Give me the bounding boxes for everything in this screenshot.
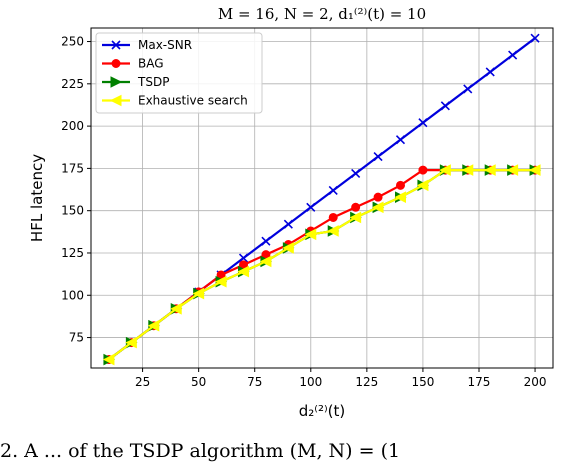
legend-item: Max-SNR [102, 38, 192, 52]
data-point [282, 242, 294, 254]
legend-item: BAG [102, 57, 164, 71]
legend-marker [110, 76, 123, 88]
legend-label: Max-SNR [138, 38, 192, 52]
data-point [373, 192, 383, 202]
legend-label: TSDP [137, 75, 169, 89]
y-tick-label: 125 [61, 246, 84, 260]
x-tick-label: 50 [191, 375, 206, 389]
data-point [327, 225, 339, 237]
y-tick-label: 200 [61, 119, 84, 133]
legend-label: Exhaustive search [138, 94, 248, 108]
x-tick-label: 125 [355, 375, 378, 389]
y-tick-label: 250 [61, 35, 84, 49]
data-point [102, 353, 115, 366]
data-point [530, 33, 540, 43]
y-tick-label: 175 [61, 161, 84, 175]
data-point [371, 201, 384, 214]
data-point [214, 275, 227, 288]
ticks: 25 50 75 100 125 150 175 200 75 100 125 150 175 200 22… [61, 35, 546, 389]
data-point [418, 118, 428, 128]
data-point [461, 164, 474, 176]
data-point [125, 336, 137, 349]
legend-marker [111, 40, 121, 50]
grid [91, 28, 553, 368]
data-point [416, 179, 429, 192]
data-point [351, 168, 361, 179]
y-tick-label: 150 [61, 204, 84, 218]
data-point [351, 202, 361, 212]
data-point [373, 151, 383, 162]
legend-item: TSDP [102, 75, 169, 89]
chart-title: M = 16, N = 2, d₁⁽²⁾(t) = 10 [218, 5, 426, 23]
data-point [506, 164, 519, 176]
legend-label: BAG [138, 57, 164, 71]
data-point [395, 135, 406, 145]
series-1 [104, 165, 540, 365]
data-point [170, 302, 182, 315]
series-3 [102, 164, 541, 366]
figure-caption: 2. A ... of the TSDP algorithm (M, N) = … [0, 440, 401, 462]
x-tick-label: 175 [468, 375, 491, 389]
x-tick-label: 100 [299, 375, 322, 389]
legend-box [95, 32, 263, 114]
data-point [328, 185, 338, 195]
legend: Max-SNR BAG TSDP Exhaustive search [95, 32, 263, 114]
data-point [306, 202, 316, 212]
legend-item: Exhaustive search [102, 94, 248, 108]
legend-marker [111, 59, 121, 68]
x-tick-label: 75 [247, 375, 262, 389]
data-point [508, 50, 518, 60]
data-point [238, 253, 249, 263]
plot-frame [90, 27, 554, 369]
x-tick-label: 200 [524, 375, 547, 389]
x-tick-label: 25 [135, 375, 150, 389]
data-point [463, 84, 473, 94]
y-tick-label: 100 [61, 288, 84, 302]
x-tick-label: 150 [411, 375, 434, 389]
y-tick-label: 75 [69, 331, 84, 345]
data-point [259, 255, 272, 268]
data-point [237, 265, 250, 278]
data-point [261, 236, 271, 246]
series-layer [102, 33, 542, 366]
chart: 25 50 75 100 125 150 175 200 75 100 125 150 175 200 22… [28, 5, 554, 420]
y-tick-label: 225 [61, 77, 84, 91]
data-point [304, 228, 317, 241]
y-axis-label: HFL latency [28, 154, 46, 242]
data-point [439, 164, 451, 176]
data-point [484, 164, 496, 176]
data-point [440, 101, 450, 111]
data-point [394, 191, 406, 203]
data-point [528, 164, 541, 176]
legend-marker [109, 94, 122, 107]
data-point [349, 211, 362, 224]
x-axis-label: d₂⁽²⁾(t) [299, 402, 346, 420]
series-2 [103, 164, 542, 366]
data-point [147, 319, 160, 332]
data-point [192, 287, 205, 300]
data-point [485, 67, 495, 77]
data-point [418, 165, 428, 175]
data-point [395, 180, 405, 190]
data-point [328, 212, 338, 222]
data-point [283, 219, 293, 229]
